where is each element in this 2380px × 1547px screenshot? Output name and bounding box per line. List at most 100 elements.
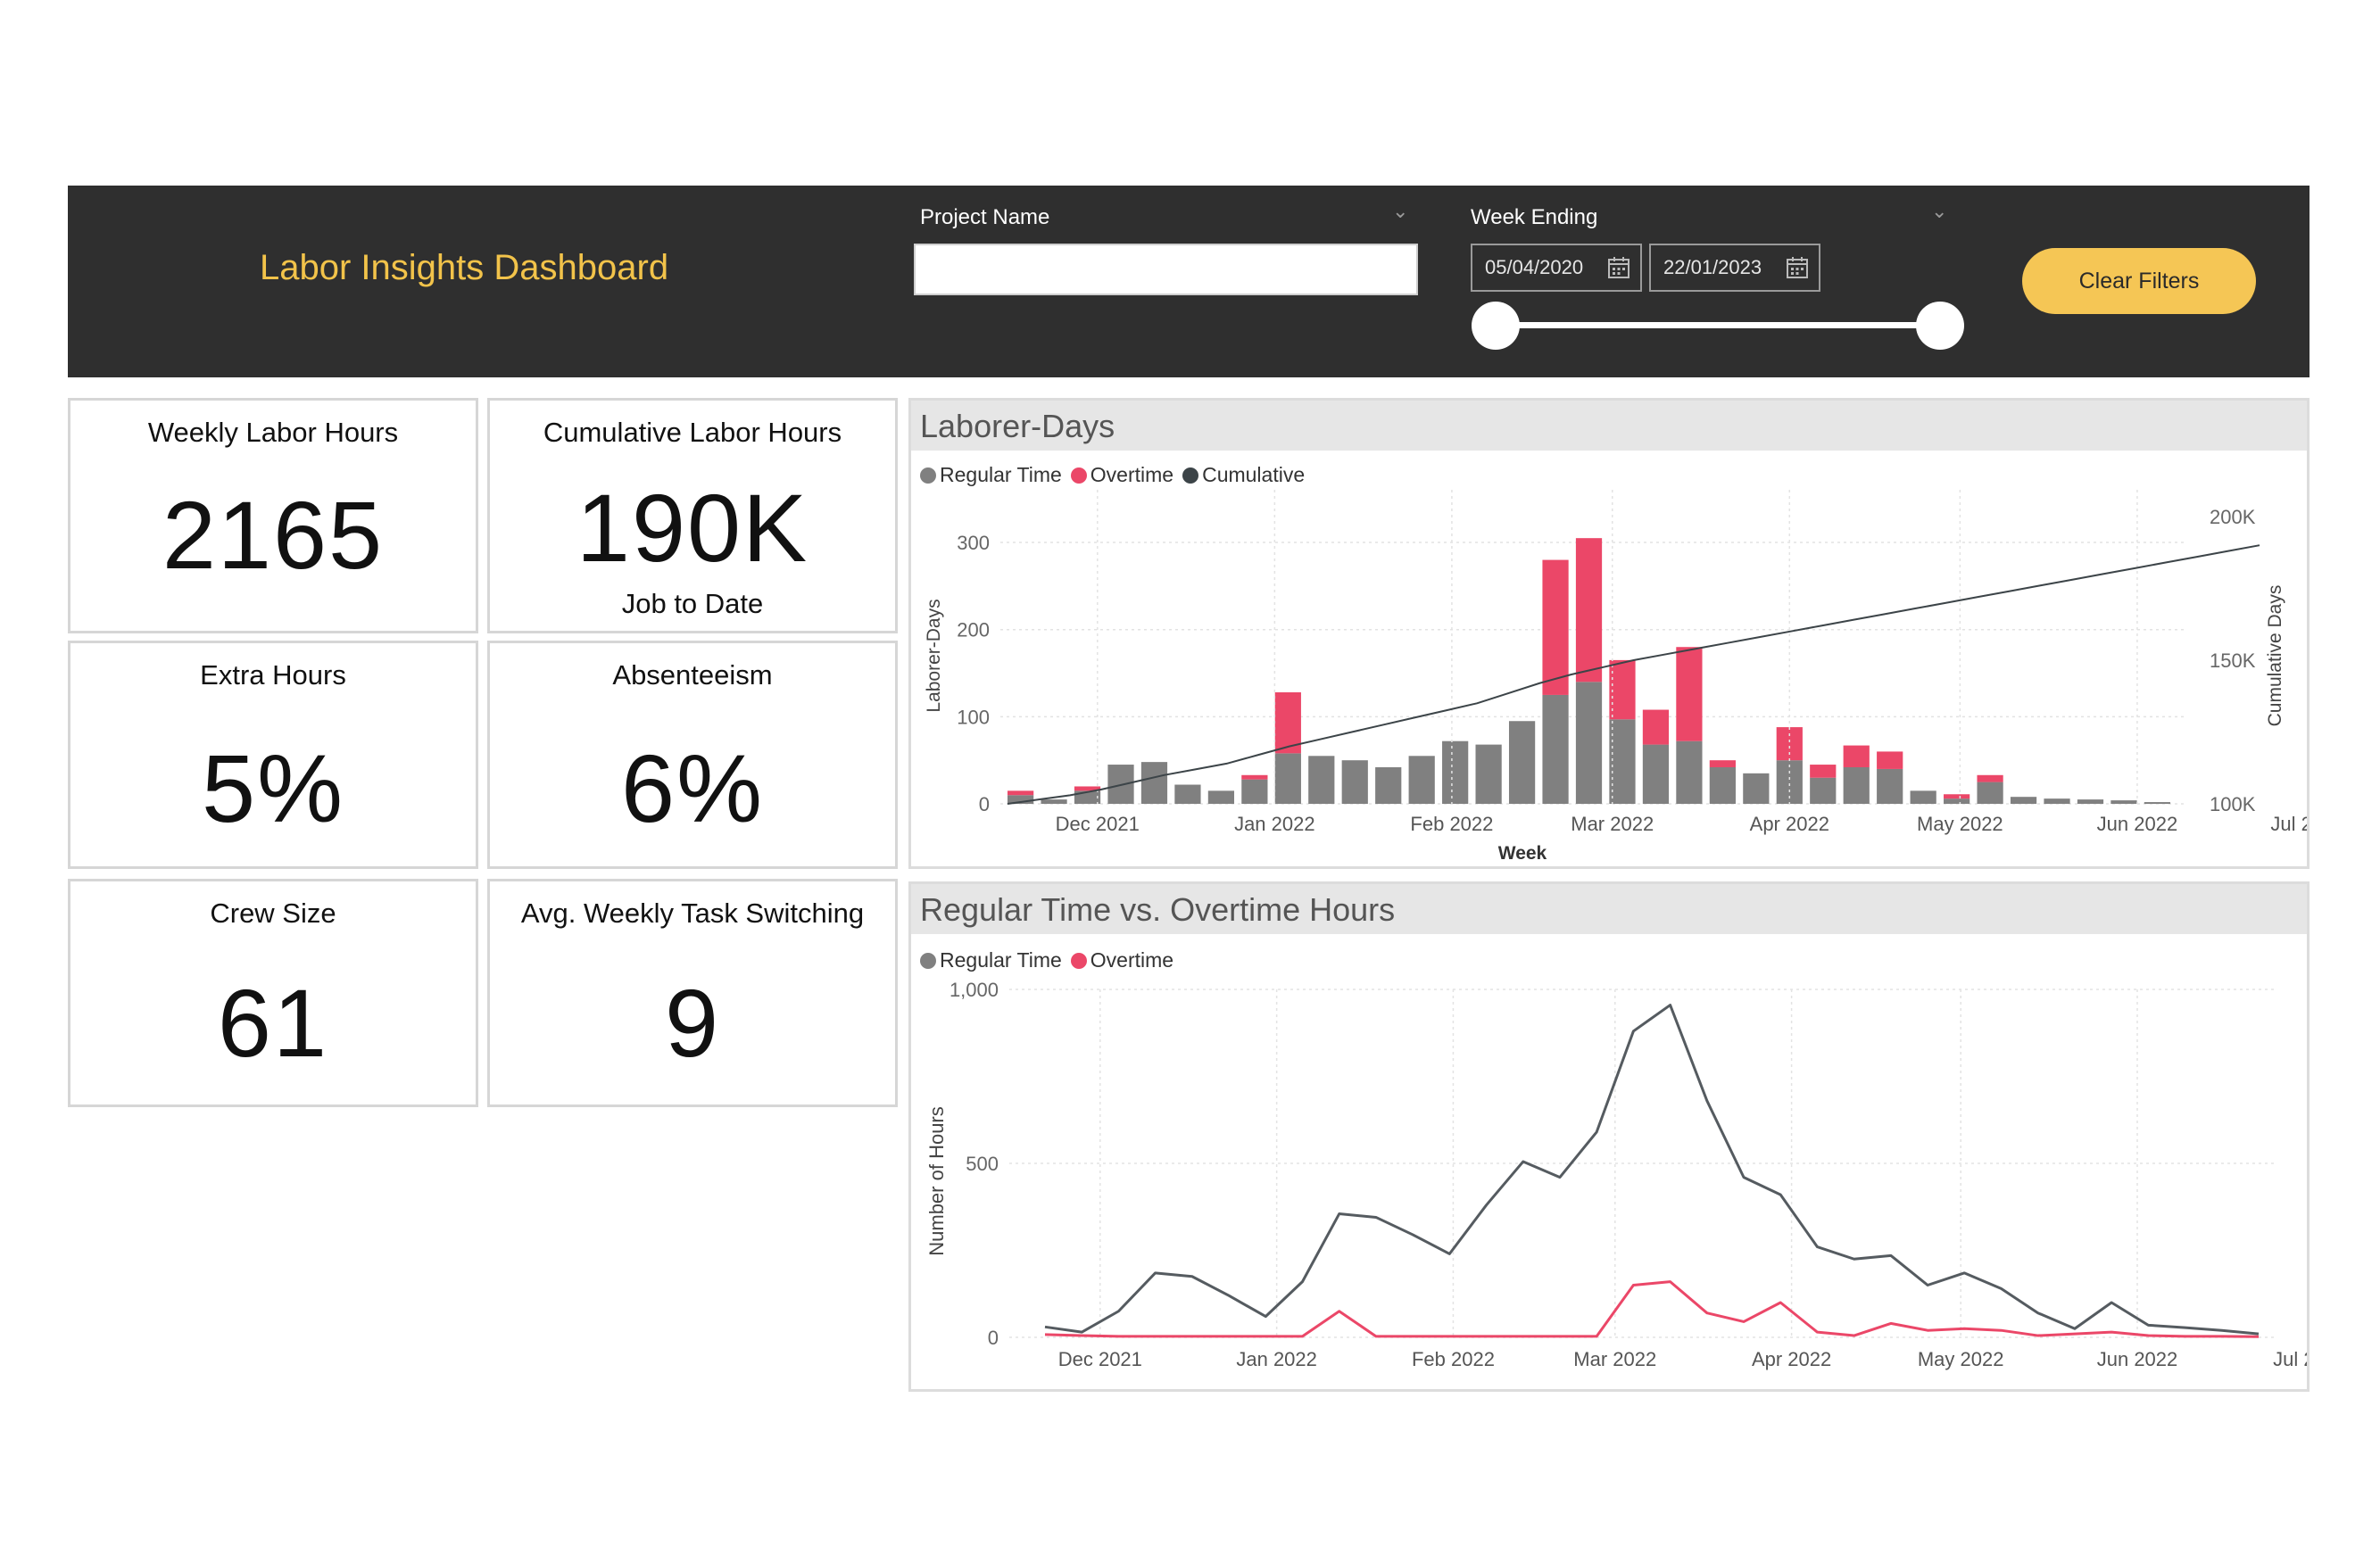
week-chevron-down-icon[interactable]: ⌄ xyxy=(1931,200,1948,222)
x-tick-label: Mar 2022 xyxy=(1571,813,1654,835)
bar-regular-time xyxy=(1041,799,1067,804)
calendar-icon[interactable] xyxy=(1606,255,1631,280)
bar-regular-time xyxy=(1810,777,1837,804)
header-bar: Labor Insights Dashboard Project Name ⌄ … xyxy=(68,186,2310,377)
card-title: Avg. Weekly Task Switching xyxy=(520,898,865,929)
legend-item-overtime[interactable]: Overtime xyxy=(1070,948,1174,972)
y-tick-label: 300 xyxy=(957,532,990,554)
project-name-dropdown[interactable] xyxy=(914,244,1418,295)
bar-regular-time xyxy=(1642,744,1670,804)
bar-regular-time xyxy=(2010,797,2037,804)
y-tick-label: 0 xyxy=(988,1327,999,1349)
bar-overtime xyxy=(1008,790,1034,796)
end-date-text: 22/01/2023 xyxy=(1663,256,1762,278)
cumulative-line xyxy=(1007,544,2260,805)
bar-regular-time xyxy=(1575,682,1603,804)
clear-filters-button[interactable]: Clear Filters xyxy=(2022,248,2256,314)
bar-regular-time xyxy=(2110,800,2137,804)
bar-overtime xyxy=(1709,760,1736,767)
x-tick-label: Mar 2022 xyxy=(1573,1348,1656,1370)
laborer-days-chart: 0 100 200 300 Dec 2021 Jan 2022 Feb 2022 Mar 20… xyxy=(924,490,2307,864)
bar-overtime xyxy=(1609,659,1636,720)
task-switching-card: Avg. Weekly Task Switching 9 xyxy=(487,879,898,1107)
bar-regular-time xyxy=(1508,721,1536,804)
app-title: Labor Insights Dashboard xyxy=(260,248,669,287)
legend-item-regular[interactable]: Regular Time xyxy=(920,948,1062,972)
bar-regular-time xyxy=(1743,773,1770,804)
bar-overtime xyxy=(1977,774,2003,782)
bar-regular-time xyxy=(1877,768,1903,804)
date-range-end-handle[interactable] xyxy=(1916,302,1964,350)
bar-regular-time xyxy=(1442,740,1469,804)
date-range-slider-track[interactable] xyxy=(1496,322,1940,328)
bar-overtime xyxy=(1642,709,1670,745)
x-tick-label: May 2022 xyxy=(1917,813,2003,835)
x-tick-label: Apr 2022 xyxy=(1752,1348,1831,1370)
x-axis-title: Week xyxy=(1498,843,1547,864)
end-date-input[interactable]: 22/01/2023 xyxy=(1649,244,1820,292)
regular-vs-overtime-chart: 0 500 1,000 Dec 2021 Jan 2022 Feb 2022 Mar 202… xyxy=(925,979,2307,1370)
y-tick-label: 200 xyxy=(957,619,990,641)
card-subtitle: Job to Date xyxy=(621,588,764,619)
legend-label: Cumulative xyxy=(1202,463,1306,486)
panel-header: Regular Time vs. Overtime Hours xyxy=(911,884,2307,934)
card-title: Extra Hours xyxy=(200,659,346,691)
x-tick-label: Jun 2022 xyxy=(2097,1348,2178,1370)
x-tick-label: Jun 2022 xyxy=(2097,813,2178,835)
crew-size-card: Crew Size 61 xyxy=(68,879,478,1107)
bar-regular-time xyxy=(1241,779,1268,804)
bar-overtime xyxy=(1843,745,1870,767)
legend-label: Regular Time xyxy=(940,948,1062,972)
card-value: 61 xyxy=(217,969,329,1077)
date-range-start-handle[interactable] xyxy=(1472,302,1520,350)
bar-regular-time xyxy=(1140,762,1168,804)
project-chevron-down-icon[interactable]: ⌄ xyxy=(1392,200,1409,222)
cumulative-labor-hours-card: Cumulative Labor Hours 190K Job to Date xyxy=(487,398,898,633)
y2-tick-label: 100K xyxy=(2210,793,2256,815)
x-tick-label: Feb 2022 xyxy=(1410,813,1493,835)
bar-regular-time xyxy=(1676,740,1703,804)
bar-overtime xyxy=(1776,727,1803,761)
legend-item-regular[interactable]: Regular Time xyxy=(920,463,1062,487)
y-axis-title: Laborer-Days xyxy=(924,599,944,712)
bar-overtime xyxy=(1944,794,1970,799)
x-tick-label: Apr 2022 xyxy=(1750,813,1829,835)
legend-item-overtime[interactable]: Overtime xyxy=(1070,463,1173,487)
legend-label: Overtime xyxy=(1090,948,1174,972)
bar-overtime xyxy=(1810,765,1837,778)
regular-time-line xyxy=(1044,1004,2260,1336)
absenteeism-card: Absenteeism 6% xyxy=(487,641,898,869)
legend-dot xyxy=(1070,467,1087,484)
bar-overtime xyxy=(1877,751,1903,769)
bar-regular-time xyxy=(1008,795,1034,804)
start-date-input[interactable]: 05/04/2020 xyxy=(1471,244,1642,292)
card-title: Cumulative Labor Hours xyxy=(543,417,842,448)
panel-header: Laborer-Days xyxy=(911,401,2307,451)
y2-tick-label: 150K xyxy=(2210,649,2256,672)
y2-axis-title: Cumulative Days xyxy=(2265,585,2285,727)
bar-regular-time xyxy=(1341,760,1368,804)
legend-item-cumulative[interactable]: Cumulative xyxy=(1182,463,1305,487)
y-axis-title: Number of Hours xyxy=(925,1106,948,1256)
legend-dot xyxy=(1070,952,1087,969)
overtime-line xyxy=(1044,1280,2260,1338)
extra-hours-card: Extra Hours 5% xyxy=(68,641,478,869)
regular-vs-overtime-panel: Regular Time vs. Overtime Hours Regular … xyxy=(908,881,2310,1392)
bar-regular-time xyxy=(1308,756,1335,804)
weekly-labor-hours-card: Weekly Labor Hours 2165 xyxy=(68,398,478,633)
legend-dot xyxy=(920,467,936,484)
card-value: 190K xyxy=(576,474,809,582)
calendar-icon[interactable] xyxy=(1785,255,1810,280)
bar-regular-time xyxy=(1709,766,1736,804)
legend-dot xyxy=(1182,467,1199,484)
bar-regular-time xyxy=(1609,719,1636,804)
x-tick-label: Dec 2021 xyxy=(1056,813,1140,835)
laborer-days-panel: Laborer-Days Regular Time Overtime Cumul… xyxy=(908,398,2310,869)
bar-regular-time xyxy=(2044,798,2070,804)
bar-overtime xyxy=(1575,538,1603,682)
y-tick-label: 500 xyxy=(966,1153,999,1175)
bar-regular-time xyxy=(1375,766,1402,804)
x-tick-label: Jul 2022 xyxy=(2273,1348,2307,1370)
bar-regular-time xyxy=(1475,744,1502,804)
bar-regular-time xyxy=(2077,799,2104,804)
